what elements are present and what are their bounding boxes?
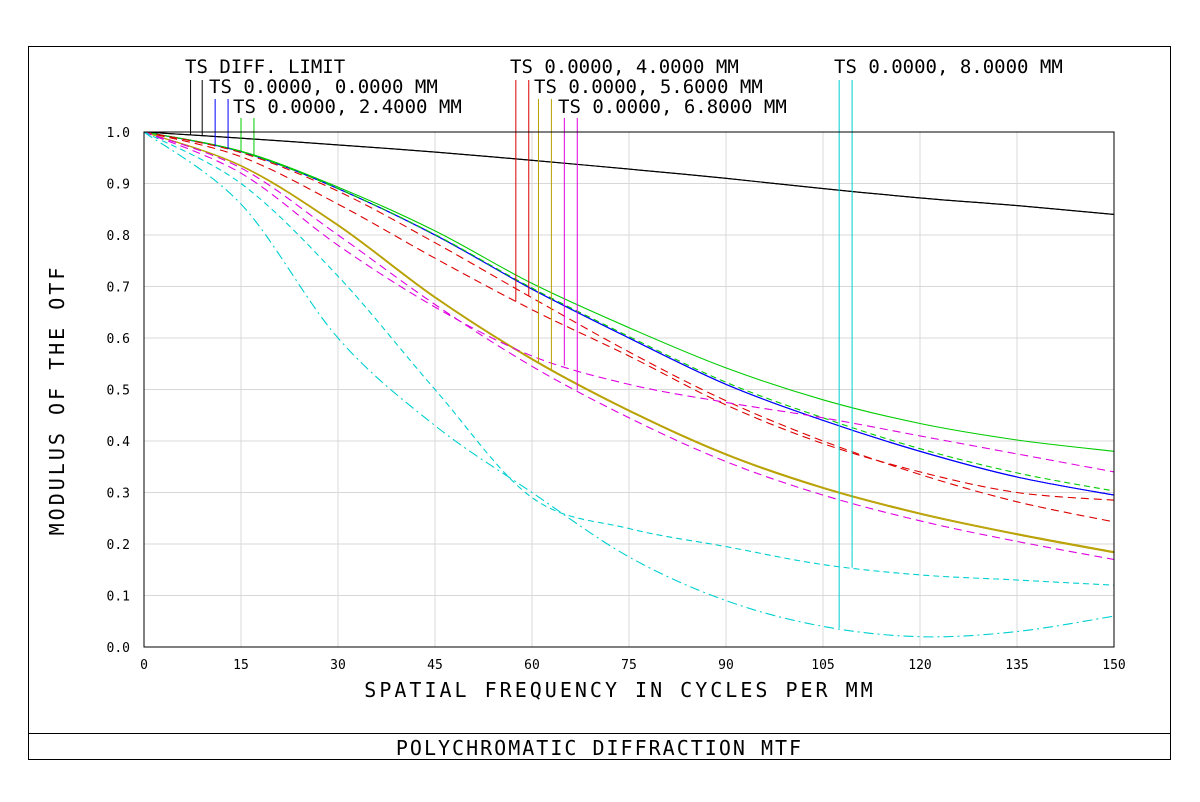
x-tick-label: 15 xyxy=(233,658,249,673)
grid xyxy=(143,131,1115,648)
y-tick-label: 0.1 xyxy=(107,590,130,605)
y-tick-label: 0.3 xyxy=(107,487,130,502)
y-tick-label: 0.5 xyxy=(107,384,130,399)
series-group xyxy=(143,131,1115,638)
legend-field-4: TS 0.0000, 4.0000 MM xyxy=(510,56,739,78)
x-tick-label: 30 xyxy=(330,658,346,673)
legend-leaders xyxy=(190,80,853,629)
x-tick-label: 0 xyxy=(140,658,148,673)
y-tick-label: 0.2 xyxy=(107,538,130,553)
series-line-5-6000-mm-t xyxy=(143,131,1115,553)
legend-field-8: TS 0.0000, 8.0000 MM xyxy=(834,56,1063,78)
series-line-0-0000-mm-s xyxy=(143,131,1115,496)
series-line-2-4000-mm-t xyxy=(143,131,1115,452)
plot-area xyxy=(143,131,1115,648)
y-tick-label: 0.9 xyxy=(107,178,130,193)
y-tick-label: 1.0 xyxy=(107,126,130,141)
x-tick-label: 60 xyxy=(524,658,540,673)
series-line-diff-limit-s xyxy=(143,131,1115,215)
y-axis-label: MODULUS OF THE OTF xyxy=(45,265,69,536)
footer-divider xyxy=(28,733,1171,734)
series-line-6-8000-mm-s xyxy=(143,131,1115,561)
series-line-8-0000-mm-t xyxy=(143,131,1115,638)
series-line-8-0000-mm-s xyxy=(143,131,1115,586)
series-line-4-0000-mm-t xyxy=(143,131,1115,501)
x-tick-label: 45 xyxy=(427,658,443,673)
y-tick-label: 0.7 xyxy=(107,281,130,296)
legend-field-6-8: TS 0.0000, 6.8000 MM xyxy=(558,96,787,118)
x-tick-label: 135 xyxy=(1005,658,1028,673)
plot-frame xyxy=(28,46,1171,760)
x-tick-label: 75 xyxy=(621,658,637,673)
x-tick-label: 120 xyxy=(908,658,931,673)
y-ticks: 0.0 0.1 0.2 0.3 0.4 0.5 0.6 0.7 0.8 0.9 1.0 xyxy=(107,126,131,656)
series-line-5-6000-mm-s xyxy=(143,131,1115,554)
legend-field-5-6: TS 0.0000, 5.6000 MM xyxy=(534,76,763,98)
y-tick-label: 0.4 xyxy=(107,435,131,450)
x-axis-label: SPATIAL FREQUENCY IN CYCLES PER MM xyxy=(364,678,875,702)
legend-field-0: TS 0.0000, 0.0000 MM xyxy=(209,76,438,98)
x-ticks: 0 15 30 45 60 75 90 105 120 135 150 xyxy=(140,658,1126,673)
legend-field-2-4: TS 0.0000, 2.4000 MM xyxy=(233,96,462,118)
series-line-4-0000-mm-s xyxy=(143,131,1115,523)
y-tick-label: 0.8 xyxy=(107,229,130,244)
y-tick-label: 0.0 xyxy=(107,641,130,656)
x-tick-label: 90 xyxy=(718,658,734,673)
series-line-6-8000-mm-t xyxy=(143,131,1115,473)
legend-diff-limit: TS DIFF. LIMIT xyxy=(185,56,345,78)
y-tick-label: 0.6 xyxy=(107,332,130,347)
x-tick-label: 105 xyxy=(811,658,834,673)
x-tick-label: 150 xyxy=(1102,658,1125,673)
chart-title: POLYCHROMATIC DIFFRACTION MTF xyxy=(395,736,804,760)
